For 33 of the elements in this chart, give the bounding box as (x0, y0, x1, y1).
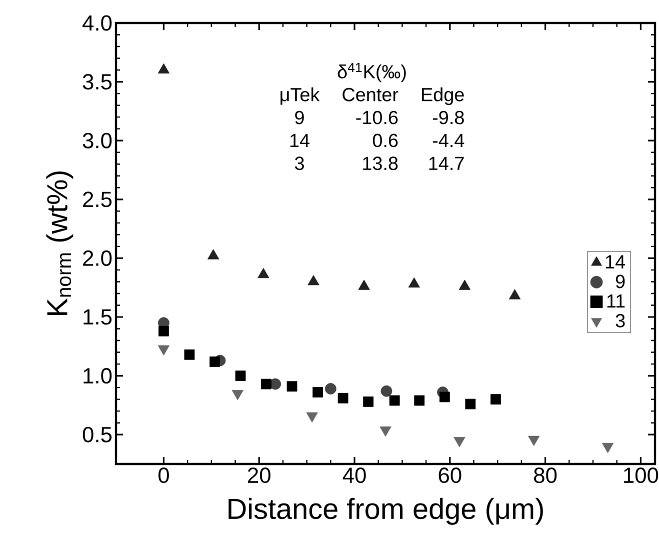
legend-label: 3 (616, 314, 625, 328)
y-tick-label: 2.5 (83, 192, 112, 208)
annotation: -4.4 (432, 134, 464, 147)
y-tick-label: 0.5 (82, 426, 112, 442)
legend-label: 11 (607, 294, 625, 308)
annotation: 9 (295, 110, 304, 124)
annotation: 13.8 (363, 156, 398, 170)
y-tick-label: 2.0 (83, 250, 112, 266)
y-tick-label: 3.0 (82, 132, 112, 148)
annotation: Edge (422, 87, 464, 106)
x-tick-label: 100 (624, 468, 658, 484)
annotation: -9.8 (432, 110, 464, 124)
annotation: 14.7 (429, 156, 464, 170)
annotation: 3 (294, 156, 304, 170)
annotation: δ$^{41}$K(‰) (338, 62, 406, 82)
x-axis-title: Distance from edge (μm) (228, 498, 543, 525)
y-axis-title: K$_{norm}$ (wt%) (46, 171, 74, 315)
x-tick-label: 60 (438, 468, 462, 484)
x-tick-label: 40 (342, 468, 366, 484)
annotation: -10.6 (356, 110, 398, 124)
x-tick-label: 0 (158, 468, 169, 484)
x-tick-label: 20 (248, 468, 270, 484)
y-tick-label: 4.0 (82, 15, 112, 31)
x-tick-label: 80 (534, 468, 557, 484)
annotation: Center (342, 88, 398, 102)
y-tick-label: 1.0 (84, 368, 112, 384)
annotation: 0.6 (372, 134, 398, 148)
y-tick-label: 1.5 (84, 309, 112, 325)
legend-label: 9 (616, 274, 625, 288)
legend-label: 14 (606, 255, 626, 268)
annotation: μTek (280, 87, 320, 105)
y-tick-label: 3.5 (82, 74, 112, 90)
annotation: 14 (290, 134, 310, 147)
